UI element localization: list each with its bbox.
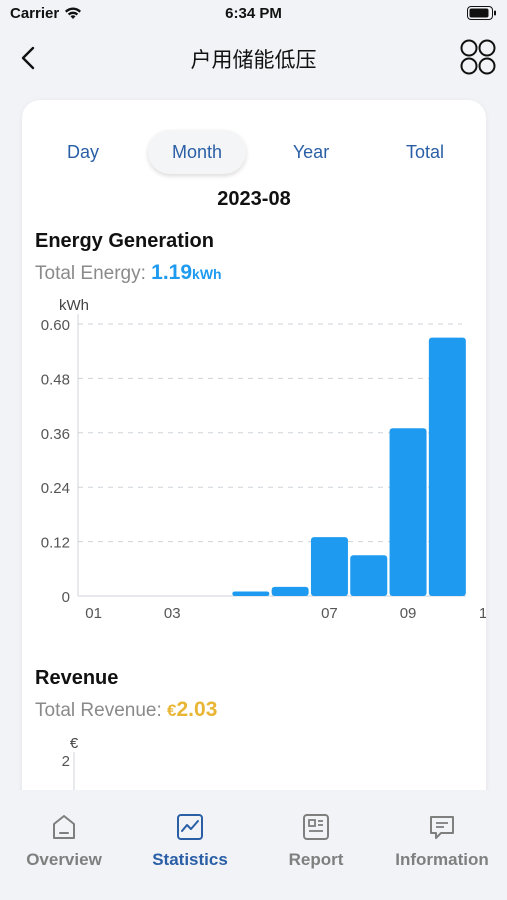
total-revenue-label: Total Revenue: xyxy=(35,700,168,721)
y-tick-label: 0.24 xyxy=(41,480,70,497)
y-tick-label: 2 xyxy=(62,753,70,770)
tab-information-label: Information xyxy=(395,850,489,869)
tab-year[interactable]: Year xyxy=(292,142,330,162)
bar-day-05 xyxy=(232,591,270,596)
overview-icon xyxy=(53,815,75,839)
bar-day-08 xyxy=(350,555,388,596)
bar-day-07 xyxy=(310,537,348,596)
tab-total[interactable]: Total xyxy=(405,142,445,162)
clock: 6:34 PM xyxy=(225,5,282,22)
tab-overview[interactable]: Overview xyxy=(1,812,127,870)
y-tick-label: 0.48 xyxy=(41,371,70,388)
y-axis-unit: kWh xyxy=(59,297,89,314)
carrier-label: Carrier xyxy=(10,5,60,22)
statistics-icon xyxy=(177,814,203,840)
total-energy-unit: kWh xyxy=(192,266,222,282)
total-energy-value: 1.19 xyxy=(151,261,193,284)
bar-day-10 xyxy=(428,337,466,596)
page-title: 户用储能低压 xyxy=(190,49,317,72)
statistics-card: Day Month Year Total 2023-08 Energy Gene… xyxy=(22,100,486,860)
bar-day-06 xyxy=(271,586,309,596)
x-tick-label: 07 xyxy=(321,605,338,622)
energy-generation-title: Energy Generation xyxy=(35,230,214,252)
y-tick-label: 0.12 xyxy=(41,535,70,552)
carrier: Carrier xyxy=(10,5,82,22)
revenue-title: Revenue xyxy=(35,667,119,689)
x-tick-label: 03 xyxy=(164,605,181,622)
apps-grid-icon[interactable] xyxy=(459,38,497,76)
report-icon xyxy=(303,814,329,840)
x-tick-label: 11 xyxy=(479,605,486,622)
tab-statistics-label: Statistics xyxy=(152,850,228,869)
y-axis-unit: € xyxy=(70,735,79,752)
x-tick-label: 09 xyxy=(400,605,417,622)
battery-icon xyxy=(467,6,496,20)
tab-information[interactable]: Information xyxy=(379,812,505,870)
period-date[interactable]: 2023-08 xyxy=(217,188,291,210)
total-energy-line: Total Energy: 1.19kWh xyxy=(35,261,222,285)
y-tick-label: 0.36 xyxy=(41,426,70,443)
wifi-icon xyxy=(65,7,82,19)
nav-bar: 户用储能低压 xyxy=(0,30,507,86)
tab-month[interactable]: Month xyxy=(148,130,246,174)
information-icon xyxy=(430,816,454,839)
total-revenue-value: 2.03 xyxy=(176,698,218,721)
x-tick-label: 01 xyxy=(85,605,102,622)
tab-day[interactable]: Day xyxy=(66,142,99,162)
bottom-tab-bar: Overview Statistics Report Information xyxy=(0,790,507,900)
tab-overview-label: Overview xyxy=(26,850,102,869)
tab-statistics[interactable]: Statistics xyxy=(127,812,253,870)
tab-report[interactable]: Report xyxy=(253,812,379,870)
total-revenue-currency: € xyxy=(167,701,177,720)
total-energy-label: Total Energy: xyxy=(35,263,152,284)
y-tick-label: 0 xyxy=(62,589,70,606)
status-bar: Carrier 6:34 PM xyxy=(0,0,507,28)
total-revenue-line: Total Revenue: €2.03 xyxy=(35,698,217,722)
period-selector: Day Month Year Total xyxy=(22,130,486,176)
tab-report-label: Report xyxy=(288,850,344,869)
bar-day-09 xyxy=(389,428,427,596)
back-chevron-icon[interactable] xyxy=(16,42,46,74)
y-tick-label: 0.60 xyxy=(41,317,70,334)
